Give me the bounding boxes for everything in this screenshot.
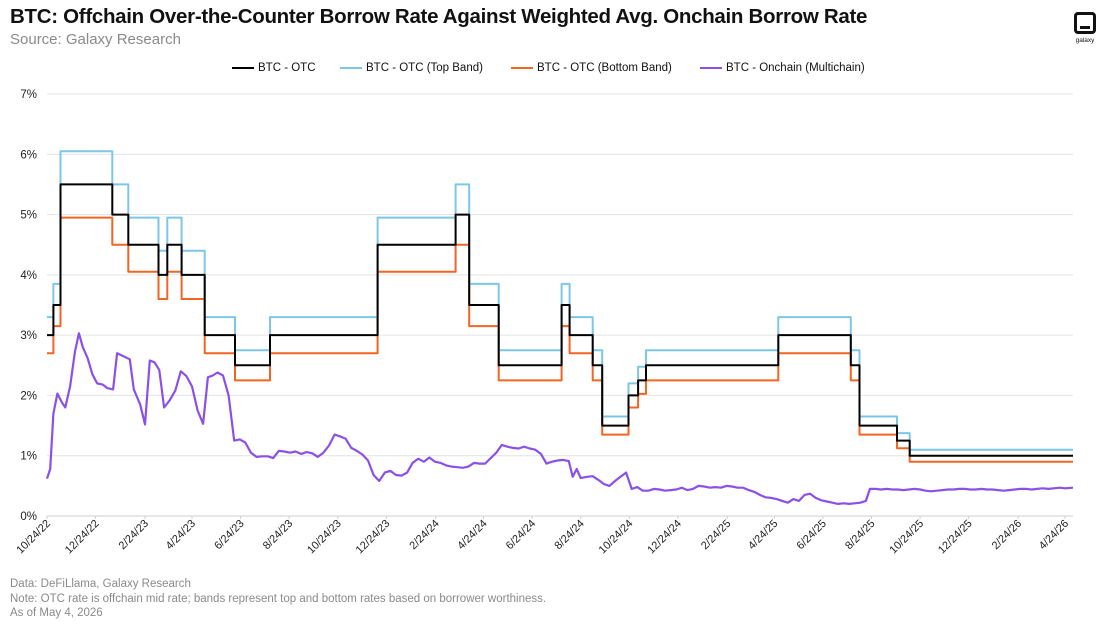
series-line-btc-otc — [47, 183, 1073, 457]
chart-title: BTC: Offchain Over-the-Counter Borrow Ra… — [10, 5, 868, 28]
x-tick-label: 12/24/25 — [936, 518, 975, 557]
x-tick-label: 2/24/25 — [699, 518, 733, 552]
chart-subtitle: Source: Galaxy Research — [10, 31, 181, 48]
chart-footer: Data: DeFiLlama, Galaxy Research Note: O… — [10, 577, 546, 621]
x-tick-label: 10/24/25 — [887, 518, 926, 557]
legend-swatch-bottom-band — [511, 67, 533, 69]
x-tick-label: 10/24/24 — [597, 518, 636, 557]
legend-item-top-band: BTC - OTC (Top Band) — [340, 62, 483, 74]
y-tick-label: 0% — [20, 511, 37, 523]
y-tick-label: 6% — [20, 149, 37, 161]
x-tick-label: 6/24/24 — [504, 518, 538, 552]
legend-swatch-top-band — [340, 67, 362, 69]
x-tick-label: 8/24/23 — [261, 518, 295, 552]
series-line-btc-otc-bottom-band — [47, 216, 1073, 463]
galaxy-logo-text: galaxy — [1075, 37, 1095, 44]
x-tick-label: 10/24/22 — [14, 518, 53, 557]
footer-note: Note: OTC rate is offchain mid rate; ban… — [10, 592, 547, 605]
galaxy-logo-icon — [1074, 12, 1096, 34]
footer-data-source: Data: DeFiLlama, Galaxy Research — [10, 578, 191, 590]
x-tick-label: 6/24/25 — [795, 518, 829, 552]
x-tick-label: 8/24/25 — [843, 518, 877, 552]
x-tick-label: 12/24/23 — [354, 518, 393, 557]
y-tick-label: 3% — [20, 330, 37, 342]
legend-label-bottom-band: BTC - OTC (Bottom Band) — [537, 62, 672, 74]
x-tick-label: 2/24/24 — [407, 518, 441, 552]
chart-legend: BTC - OTC BTC - OTC (Top Band) BTC - OTC… — [0, 62, 1100, 82]
x-tick-label: 4/24/26 — [1037, 518, 1071, 552]
x-tick-label: 4/24/23 — [164, 518, 198, 552]
series-line-btc-onchain-multichain — [45, 332, 1074, 505]
legend-swatch-otc — [232, 67, 254, 69]
x-tick-label: 6/24/23 — [212, 518, 246, 552]
y-tick-label: 2% — [20, 390, 37, 402]
y-tick-label: 1% — [20, 451, 37, 463]
legend-swatch-onchain — [700, 67, 722, 69]
x-tick-label: 4/24/24 — [455, 518, 489, 552]
series-line-btc-otc-top-band — [47, 150, 1073, 451]
legend-item-bottom-band: BTC - OTC (Bottom Band) — [511, 62, 672, 74]
x-tick-label: 8/24/24 — [552, 518, 586, 552]
legend-label-otc: BTC - OTC — [258, 62, 316, 74]
x-tick-label: 4/24/25 — [746, 518, 780, 552]
y-tick-label: 7% — [20, 89, 37, 101]
x-tick-label: 2/24/26 — [990, 518, 1024, 552]
legend-label-onchain: BTC - Onchain (Multichain) — [726, 62, 865, 74]
footer-as-of: As of May 4, 2026 — [10, 607, 103, 619]
x-tick-label: 12/24/24 — [645, 518, 684, 557]
legend-label-top-band: BTC - OTC (Top Band) — [366, 62, 483, 74]
y-tick-label: 5% — [20, 210, 37, 222]
line-chart: 0% 1% 2% 3% 4% 5% 6% 7% 10/24/22 12/24/22 2/24/23 4… — [14, 89, 1074, 557]
legend-item-otc: BTC - OTC — [232, 62, 316, 74]
x-tick-label: 2/24/23 — [117, 518, 151, 552]
galaxy-logo: galaxy — [1070, 12, 1100, 48]
y-tick-label: 4% — [20, 270, 37, 282]
legend-item-onchain: BTC - Onchain (Multichain) — [700, 62, 865, 74]
x-tick-label: 12/24/22 — [63, 518, 102, 557]
x-tick-label: 10/24/23 — [305, 518, 344, 557]
